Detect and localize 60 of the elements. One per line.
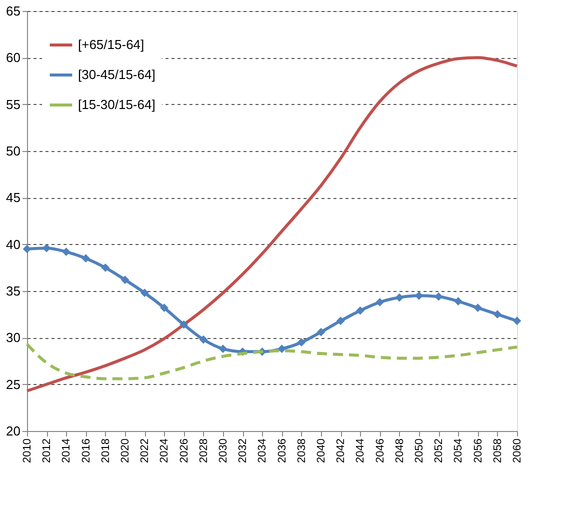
point [101,263,110,272]
x-tick-label: 2028 [198,438,210,463]
legend-label: [30-45/15-64] [78,67,156,82]
point [316,328,326,336]
x-tick-label: 2026 [178,438,190,463]
x-tick-label: 2010 [22,438,34,463]
x-tick-label: 2048 [394,438,406,463]
y-tick-label: 40 [6,236,20,252]
point [493,310,502,319]
point [140,288,149,298]
y-tick-label: 45 [6,190,20,206]
y-tick-label: 50 [6,144,20,158]
x-tick-label: 2038 [296,438,308,463]
point [218,344,228,354]
x-tick-label: 2020 [120,438,132,463]
point [160,304,168,312]
x-tick-label: 2046 [374,438,386,463]
point [199,335,208,344]
x-tick-label: 2036 [276,438,288,463]
y-tick-label: 60 [6,50,20,66]
x-tick-label: 2040 [316,438,328,463]
y-tick-label: 35 [6,284,20,298]
y-tick-label: 20 [6,424,20,438]
x-tick-label: 2022 [139,438,152,463]
y-tick-label: 55 [6,96,20,112]
point [474,304,482,312]
x-tick-label: 2018 [100,438,112,463]
point [180,320,188,329]
x-tick-label: 2060 [512,438,524,463]
x-tick-label: 2052 [433,438,446,463]
legend-label: [+65/15-64] [78,37,144,52]
point [297,338,306,347]
x-tick-label: 2058 [492,438,504,463]
legend-label: [15-30/15-64] [78,97,156,112]
point [356,306,364,315]
y-tick-label: 65 [6,4,20,18]
point [120,276,130,284]
x-tick-label: 2034 [256,438,269,463]
point [454,297,462,306]
y-tick-label: 30 [6,330,20,346]
x-tick-label: 2012 [41,438,54,463]
x-tick-label: 2016 [80,438,92,463]
line-series [26,342,518,380]
point [278,344,286,354]
x-tick-label: 2042 [335,438,348,463]
y-tick-label: 25 [6,376,20,392]
point [512,316,522,326]
x-tick-label: 2050 [414,438,426,463]
point [62,248,70,256]
point [336,316,345,326]
point [82,254,90,263]
x-tick-label: 2054 [452,438,465,463]
line-series [26,56,518,392]
x-tick-label: 2014 [60,438,73,463]
x-tick-label: 2032 [237,438,250,463]
x-tick-label: 2044 [354,438,367,463]
point [376,298,384,306]
x-tick-label: 2024 [158,438,171,463]
x-tick-label: 2030 [218,438,230,463]
x-tick-label: 2056 [472,438,484,463]
